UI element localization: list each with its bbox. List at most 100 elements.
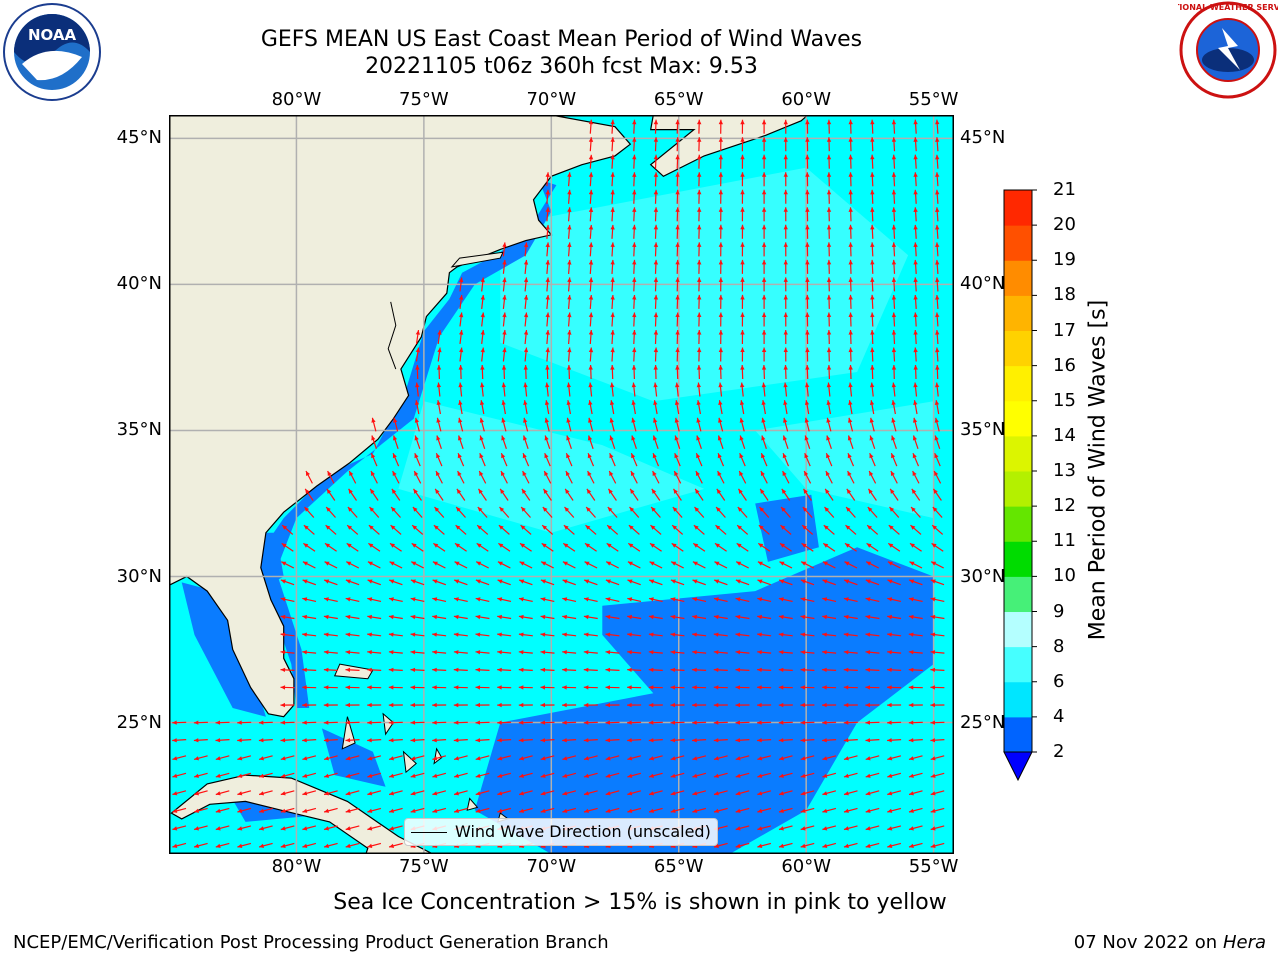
wind-arrow-head [523, 365, 528, 370]
wind-arrow [584, 542, 597, 552]
wind-arrow-head [476, 543, 482, 548]
wind-arrow [459, 312, 464, 327]
wind-arrow-head [610, 347, 615, 353]
wind-arrow-head [866, 543, 872, 548]
colorbar-label: 10 [1053, 565, 1076, 587]
wind-arrow [453, 720, 468, 725]
wind-arrow [347, 506, 358, 518]
wind-arrow [413, 488, 422, 501]
legend-label: Wind Wave Direction (unscaled) [455, 822, 711, 841]
wind-arrow [692, 790, 707, 796]
wind-arrow-head [845, 543, 850, 548]
wind-arrow [478, 488, 487, 501]
wind-arrow [523, 364, 528, 380]
wind-arrow [935, 312, 940, 327]
wind-arrow-head [432, 667, 437, 672]
wind-arrow [497, 597, 512, 602]
wind-arrow [518, 579, 533, 586]
wind-arrow [800, 597, 815, 602]
wind-arrow [389, 542, 402, 552]
wind-arrow [713, 614, 728, 620]
wind-arrow [826, 242, 832, 257]
wind-arrow [415, 364, 420, 380]
wind-arrow-head [890, 488, 895, 494]
colorbar-segment [1004, 611, 1032, 648]
wind-arrow [692, 667, 707, 672]
wind-arrow [627, 755, 642, 761]
wind-arrow-head [913, 207, 918, 212]
wind-arrow [761, 242, 767, 257]
wind-arrow [453, 579, 468, 586]
wind-arrow-head [870, 119, 875, 125]
wind-arrow-head [545, 330, 550, 335]
wind-arrow [908, 790, 923, 796]
wind-arrow [345, 790, 360, 796]
wind-arrow-head [822, 826, 828, 831]
wind-arrow [800, 667, 815, 672]
wind-arrow-head [540, 720, 546, 725]
wind-arrow-head [480, 365, 485, 370]
wind-arrow-head [436, 471, 440, 476]
wind-arrow-head [783, 189, 788, 195]
wind-arrow-head [735, 773, 741, 778]
wind-arrow [518, 772, 533, 778]
wind-arrow-head [367, 808, 373, 813]
wind-arrow [822, 614, 837, 620]
wind-arrow-head [805, 189, 810, 195]
chart-subtitle: 20221105 t06z 360h fcst Max: 9.53 [365, 54, 758, 79]
wind-arrow [562, 579, 576, 586]
wind-arrow [432, 755, 447, 761]
wind-arrow [518, 790, 533, 796]
wind-arrow [826, 382, 831, 397]
wind-arrow [583, 632, 598, 637]
wind-arrow [714, 561, 728, 569]
wind-arrow [865, 825, 880, 831]
wind-arrow-head [848, 365, 853, 370]
wind-arrow-head [713, 738, 719, 743]
wind-arrow-head [345, 826, 351, 831]
wind-arrow [172, 807, 187, 813]
wind-arrow [304, 506, 315, 518]
wind-arrow [718, 224, 723, 239]
wind-arrow [566, 417, 572, 432]
wind-arrow [735, 842, 750, 848]
wind-arrow-head [692, 597, 698, 602]
wind-arrow [523, 259, 529, 274]
wind-arrow [497, 614, 512, 620]
wind-arrow-head [761, 347, 767, 352]
wind-arrow-head [735, 702, 740, 708]
wind-arrow-head [415, 365, 420, 370]
wind-arrow-head [823, 543, 829, 548]
wind-arrow [258, 790, 273, 796]
wind-arrow-head [653, 382, 658, 388]
wind-arrow [826, 259, 832, 274]
wind-arrow [280, 614, 295, 620]
wind-arrow-head [453, 632, 459, 637]
wind-arrow-head [588, 189, 594, 195]
wind-arrow [605, 807, 620, 813]
wind-arrow [648, 720, 663, 725]
wind-arrow [865, 685, 880, 690]
wind-arrow-head [432, 614, 437, 620]
wind-arrow-head [410, 614, 416, 620]
wind-arrow [498, 542, 511, 552]
wind-arrow-head [480, 382, 485, 388]
wind-arrow [193, 738, 208, 743]
wind-arrow-head [930, 632, 936, 637]
wind-arrow [845, 524, 857, 535]
wind-arrow-head [715, 543, 720, 548]
wind-arrow-head [453, 738, 459, 743]
wind-arrow-head [414, 471, 419, 476]
wind-arrow-head [848, 154, 853, 160]
wind-arrow-head [867, 507, 873, 512]
wind-arrow [848, 137, 853, 152]
wind-arrow [501, 364, 507, 380]
wind-arrow [805, 347, 810, 362]
wind-arrow-head [388, 650, 394, 655]
wind-arrow [783, 294, 788, 309]
wind-arrow-head [760, 471, 765, 476]
land-bahamas-island [341, 716, 356, 750]
wind-arrow-head [891, 154, 897, 160]
wind-arrow [670, 667, 685, 672]
wind-arrow-head [891, 295, 897, 300]
